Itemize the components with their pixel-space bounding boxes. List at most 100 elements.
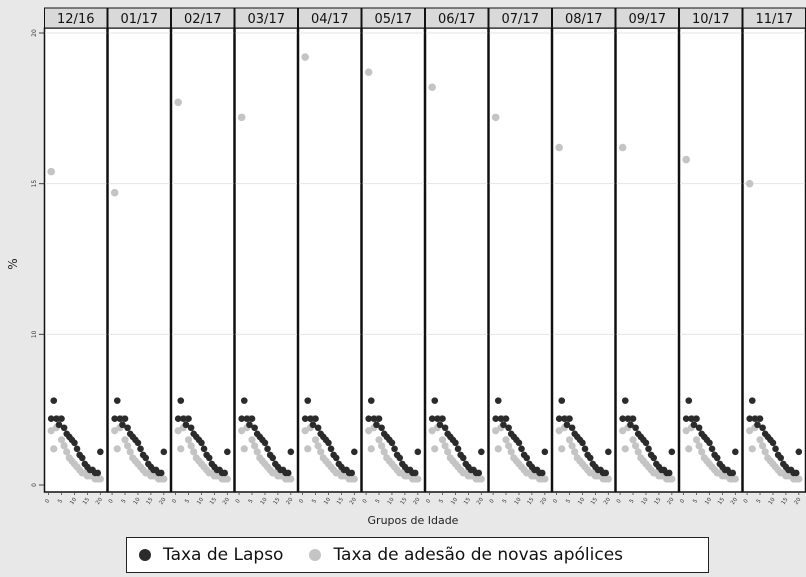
- point-lapso: [454, 445, 462, 453]
- point-adesao: [634, 448, 642, 456]
- x-tick-label: 20: [95, 496, 104, 506]
- x-tick-label: 15: [336, 496, 345, 506]
- point-adesao: [692, 436, 701, 444]
- panel-frame: [488, 27, 553, 493]
- legend-dot-adesao: [309, 549, 322, 561]
- x-tick-label: 5: [121, 498, 128, 505]
- x-tick-label: 15: [654, 496, 663, 506]
- point-adesao: [190, 448, 198, 456]
- point-lapso: [492, 415, 499, 423]
- point-adesao: [494, 445, 502, 453]
- point-lapso: [515, 439, 523, 447]
- point-adesao: [184, 436, 193, 444]
- point-adesao: [795, 475, 803, 483]
- point-adesao: [541, 475, 549, 483]
- point-lapso: [243, 415, 251, 423]
- point-adesao: [350, 475, 358, 483]
- point-lapso: [688, 415, 695, 423]
- point-lapso: [693, 415, 700, 423]
- point-adesao: [63, 448, 71, 456]
- point-lapso: [309, 421, 317, 429]
- legend-item-lapso: Taxa de Lapso: [139, 545, 283, 565]
- x-tick-label: 10: [196, 496, 205, 506]
- point-lapso: [756, 415, 764, 423]
- point-lapso: [538, 469, 546, 477]
- panel-header: [171, 7, 235, 29]
- point-adesao: [414, 475, 422, 483]
- point-lapso: [224, 448, 231, 456]
- point-adesao: [565, 436, 574, 444]
- panel-header: [107, 7, 171, 29]
- point-adesao-outlier: [237, 113, 246, 122]
- x-tick-label: 5: [692, 498, 699, 505]
- point-adesao-outlier: [174, 98, 182, 107]
- point-lapso: [160, 448, 168, 456]
- point-lapso: [269, 454, 277, 462]
- point-lapso: [284, 469, 292, 477]
- point-lapso: [452, 439, 459, 447]
- panel-header: [425, 7, 489, 29]
- point-lapso: [668, 448, 676, 456]
- point-lapso: [55, 421, 63, 429]
- point-lapso: [619, 415, 626, 423]
- x-tick-label: 20: [413, 496, 422, 506]
- x-tick-label: 0: [44, 498, 51, 505]
- point-adesao: [477, 475, 485, 483]
- point-lapso: [119, 421, 126, 429]
- point-lapso: [685, 397, 693, 404]
- point-lapso: [523, 454, 531, 462]
- point-adesao: [629, 436, 637, 444]
- point-lapso: [97, 448, 104, 456]
- point-lapso: [434, 415, 441, 423]
- point-lapso: [629, 415, 637, 423]
- x-tick-label: 15: [82, 496, 91, 506]
- point-lapso: [494, 397, 502, 404]
- point-adesao: [761, 448, 769, 456]
- point-lapso: [121, 415, 129, 423]
- point-adesao: [248, 436, 256, 444]
- x-tick-label: 5: [756, 498, 763, 505]
- point-lapso: [792, 469, 800, 477]
- x-tick-label: 10: [323, 496, 332, 506]
- point-adesao-outlier: [47, 167, 55, 176]
- point-lapso: [264, 445, 271, 453]
- point-adesao: [126, 448, 134, 456]
- panel-header: [615, 7, 679, 29]
- point-lapso: [428, 415, 436, 423]
- point-lapso: [505, 424, 512, 432]
- point-lapso: [304, 397, 312, 404]
- point-lapso: [478, 448, 485, 456]
- point-adesao: [378, 442, 386, 450]
- point-lapso: [500, 421, 507, 429]
- x-tick-label: 0: [679, 498, 686, 505]
- point-lapso: [751, 415, 759, 423]
- x-tick-label: 5: [184, 498, 191, 505]
- x-tick-label: 10: [768, 496, 777, 506]
- x-tick-label: 0: [743, 498, 750, 505]
- point-adesao: [621, 445, 629, 453]
- y-tick-label: 10: [31, 330, 38, 338]
- point-adesao: [505, 442, 513, 450]
- x-tick-label: 0: [489, 498, 496, 505]
- x-tick-label: 15: [463, 496, 472, 506]
- point-adesao: [502, 436, 510, 444]
- point-lapso: [116, 415, 124, 423]
- point-lapso: [563, 421, 571, 429]
- panel-header-label: 05/17: [375, 12, 412, 27]
- panel-header: [488, 7, 552, 29]
- point-lapso: [53, 415, 60, 423]
- point-lapso: [137, 445, 144, 453]
- x-tick-label: 15: [209, 496, 218, 506]
- panel-header: [679, 7, 743, 29]
- x-tick-label: 15: [273, 496, 282, 506]
- point-lapso: [325, 439, 332, 447]
- y-tick-label: 0: [31, 483, 38, 487]
- point-adesao: [441, 442, 449, 450]
- panel-header-label: 11/17: [756, 12, 793, 27]
- point-lapso: [94, 469, 102, 477]
- point-lapso: [378, 424, 385, 432]
- point-lapso: [682, 415, 690, 423]
- point-lapso: [605, 448, 612, 456]
- point-lapso: [327, 445, 335, 453]
- point-adesao: [160, 475, 168, 483]
